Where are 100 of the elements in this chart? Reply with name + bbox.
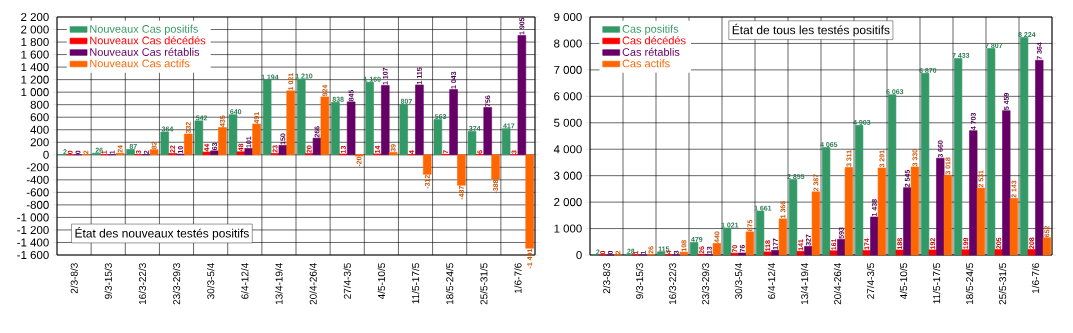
x-tick-label: 2/3-8/3 — [70, 263, 78, 294]
bar — [877, 167, 886, 256]
bar — [771, 250, 780, 256]
x-tick-label: 6/4-12/4 — [241, 263, 249, 299]
x-tick-label: 13/4-19/4 — [800, 263, 809, 305]
y-tick-label: 2 000 — [554, 198, 582, 207]
legend-label: Cas rétablis — [622, 47, 680, 56]
y-tick-label: -1 000 — [17, 213, 49, 222]
bar — [415, 84, 424, 156]
x-tick-label: 27/4-3/5 — [343, 263, 351, 299]
bar — [194, 120, 204, 156]
text: État de tous les testés positifs — [732, 23, 890, 37]
bar — [723, 227, 732, 256]
bar — [804, 246, 813, 256]
x-tick-label: 1/6-7/6 — [1031, 263, 1040, 294]
x-tick-label: 6/4-12/4 — [767, 263, 776, 299]
bar — [1042, 237, 1051, 256]
bar — [1020, 37, 1029, 256]
bar — [796, 250, 805, 256]
y-tick-label: 0 — [576, 250, 582, 260]
bar — [954, 58, 963, 256]
y-tick-label: 2 200 — [21, 12, 49, 22]
bar — [457, 154, 466, 186]
bar — [690, 242, 699, 256]
bar — [286, 90, 295, 156]
x-tick-label: 4/5-10/5 — [899, 263, 908, 300]
x-tick-label: 23/3-29/3 — [172, 263, 181, 305]
bar — [491, 154, 500, 180]
x-tick-label: 18/5-24/5 — [445, 263, 454, 305]
y-tick-label: 1 600 — [21, 50, 49, 59]
bar — [501, 128, 511, 156]
x-tick-label: 18/5-24/5 — [965, 263, 974, 305]
x-tick-label: 9/3-15/3 — [104, 263, 112, 299]
y-tick-label: -800 — [26, 200, 49, 209]
bar — [789, 179, 798, 256]
bar — [517, 35, 527, 156]
bar — [149, 149, 159, 156]
bar — [1027, 249, 1036, 256]
bar — [822, 147, 831, 256]
legend-label: Nouveaux Cas positifs — [90, 24, 198, 35]
x-tick-label: 23/3-29/3 — [701, 263, 710, 305]
bar — [738, 252, 747, 256]
y-tick-label: 600 — [30, 113, 49, 122]
bar — [855, 125, 864, 256]
bar — [829, 250, 838, 256]
y-tick-label: 9 000 — [554, 12, 582, 22]
y-tick-label: 1 800 — [21, 37, 49, 47]
bar — [320, 96, 330, 156]
legend-label: Nouveaux Cas actifs — [90, 59, 190, 68]
bar — [483, 107, 492, 156]
x-tick-label: 16/3-22/3 — [668, 263, 677, 305]
y-tick-label: 6 000 — [554, 92, 582, 101]
y-tick-label: 1 000 — [21, 88, 49, 97]
legend-label: Nouveaux Cas rétablis — [90, 47, 200, 56]
bar — [218, 127, 227, 156]
bar — [126, 149, 135, 156]
bar — [936, 157, 945, 256]
x-tick-label: 25/5-31/5 — [480, 263, 488, 305]
bar — [467, 131, 477, 156]
x-tick-label: 11/5-17/5 — [932, 263, 941, 304]
bar — [1009, 198, 1018, 256]
legend-label: Cas positifs — [622, 24, 679, 35]
bar — [331, 102, 340, 156]
bar — [388, 152, 398, 156]
bar — [160, 131, 169, 156]
y-tick-label: 0 — [43, 150, 49, 159]
bar — [745, 231, 754, 256]
x-tick-label: 30/3-5/4 — [206, 263, 215, 299]
y-tick-label: -600 — [26, 188, 49, 197]
y-tick-label: 5 000 — [554, 118, 582, 127]
bar — [297, 78, 306, 156]
x-tick-label: 30/3-5/4 — [734, 263, 743, 299]
legend-label: Cas actifs — [622, 59, 670, 68]
bar — [525, 154, 534, 249]
y-tick-label: 1 000 — [554, 224, 582, 233]
bar — [895, 249, 904, 256]
bar — [756, 210, 765, 256]
y-tick-label: 800 — [30, 100, 49, 109]
x-tick-label: 11/5-17/5 — [411, 263, 420, 304]
x-tick-label: 1/6-7/6 — [514, 263, 522, 294]
bar — [657, 251, 666, 256]
bar — [244, 148, 253, 156]
bar — [763, 251, 772, 256]
y-tick-label: 7 000 — [554, 65, 582, 74]
x-tick-label: 25/5-31/5 — [998, 263, 1007, 305]
y-tick-label: 2 000 — [21, 25, 49, 34]
bar — [262, 79, 272, 156]
bar — [928, 249, 937, 256]
bar — [778, 218, 787, 256]
y-tick-label: 1 200 — [21, 75, 49, 84]
bar — [994, 249, 1003, 256]
bar — [184, 133, 193, 156]
bar — [961, 249, 970, 256]
bar — [236, 151, 246, 156]
bar — [210, 150, 219, 156]
bar — [346, 101, 356, 156]
bar — [1002, 110, 1011, 256]
x-tick-label: 9/3-15/3 — [635, 263, 644, 299]
x-tick-label: 20/4-26/4 — [833, 263, 842, 305]
bar — [811, 191, 820, 256]
